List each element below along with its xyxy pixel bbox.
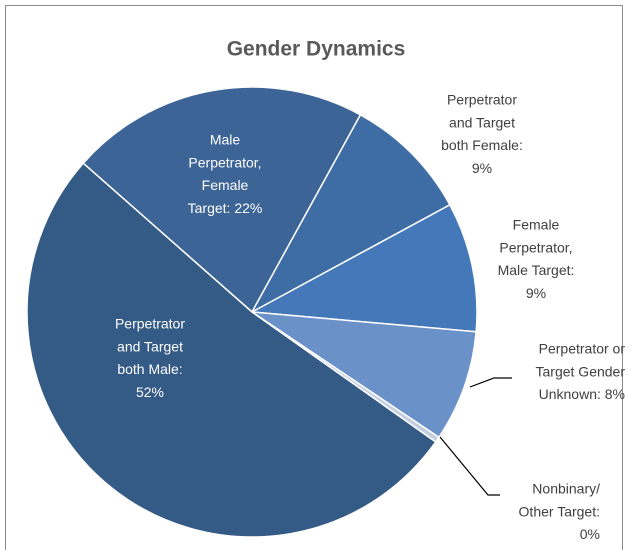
data-label: 0% [580,526,600,542]
data-label: and Target [117,338,183,354]
leader-line [469,377,512,388]
pie-slice [82,86,362,314]
data-label: 9% [472,160,492,176]
pie-slice [249,203,478,333]
data-label: Target Gender [536,363,626,379]
leader-line [439,436,500,496]
data-label: Male [210,132,241,148]
data-label: both Female: [441,137,523,153]
chart-title: Gender Dynamics [227,38,406,61]
data-label: 9% [526,285,546,301]
data-label: Male Target: [498,262,575,278]
data-label: Perpetrator [447,92,517,108]
data-label: 52% [136,384,164,400]
data-label: Other Target: [519,503,600,519]
data-label: Female [202,177,249,193]
data-label: Female [513,217,560,233]
data-label: Perpetrator or [539,341,626,357]
data-label: Perpetrator [115,316,185,332]
data-label: Perpetrator, [188,154,261,170]
data-label: Perpetrator, [499,239,572,255]
pie-slice [251,311,477,439]
data-label: and Target [449,114,515,130]
data-label: Unknown: 8% [539,386,625,402]
pie-slice [26,162,437,538]
pie-slice [250,113,451,314]
data-label: Target: 22% [188,200,263,216]
data-label: both Male: [117,361,182,377]
data-label: Nonbinary/ [532,481,600,497]
